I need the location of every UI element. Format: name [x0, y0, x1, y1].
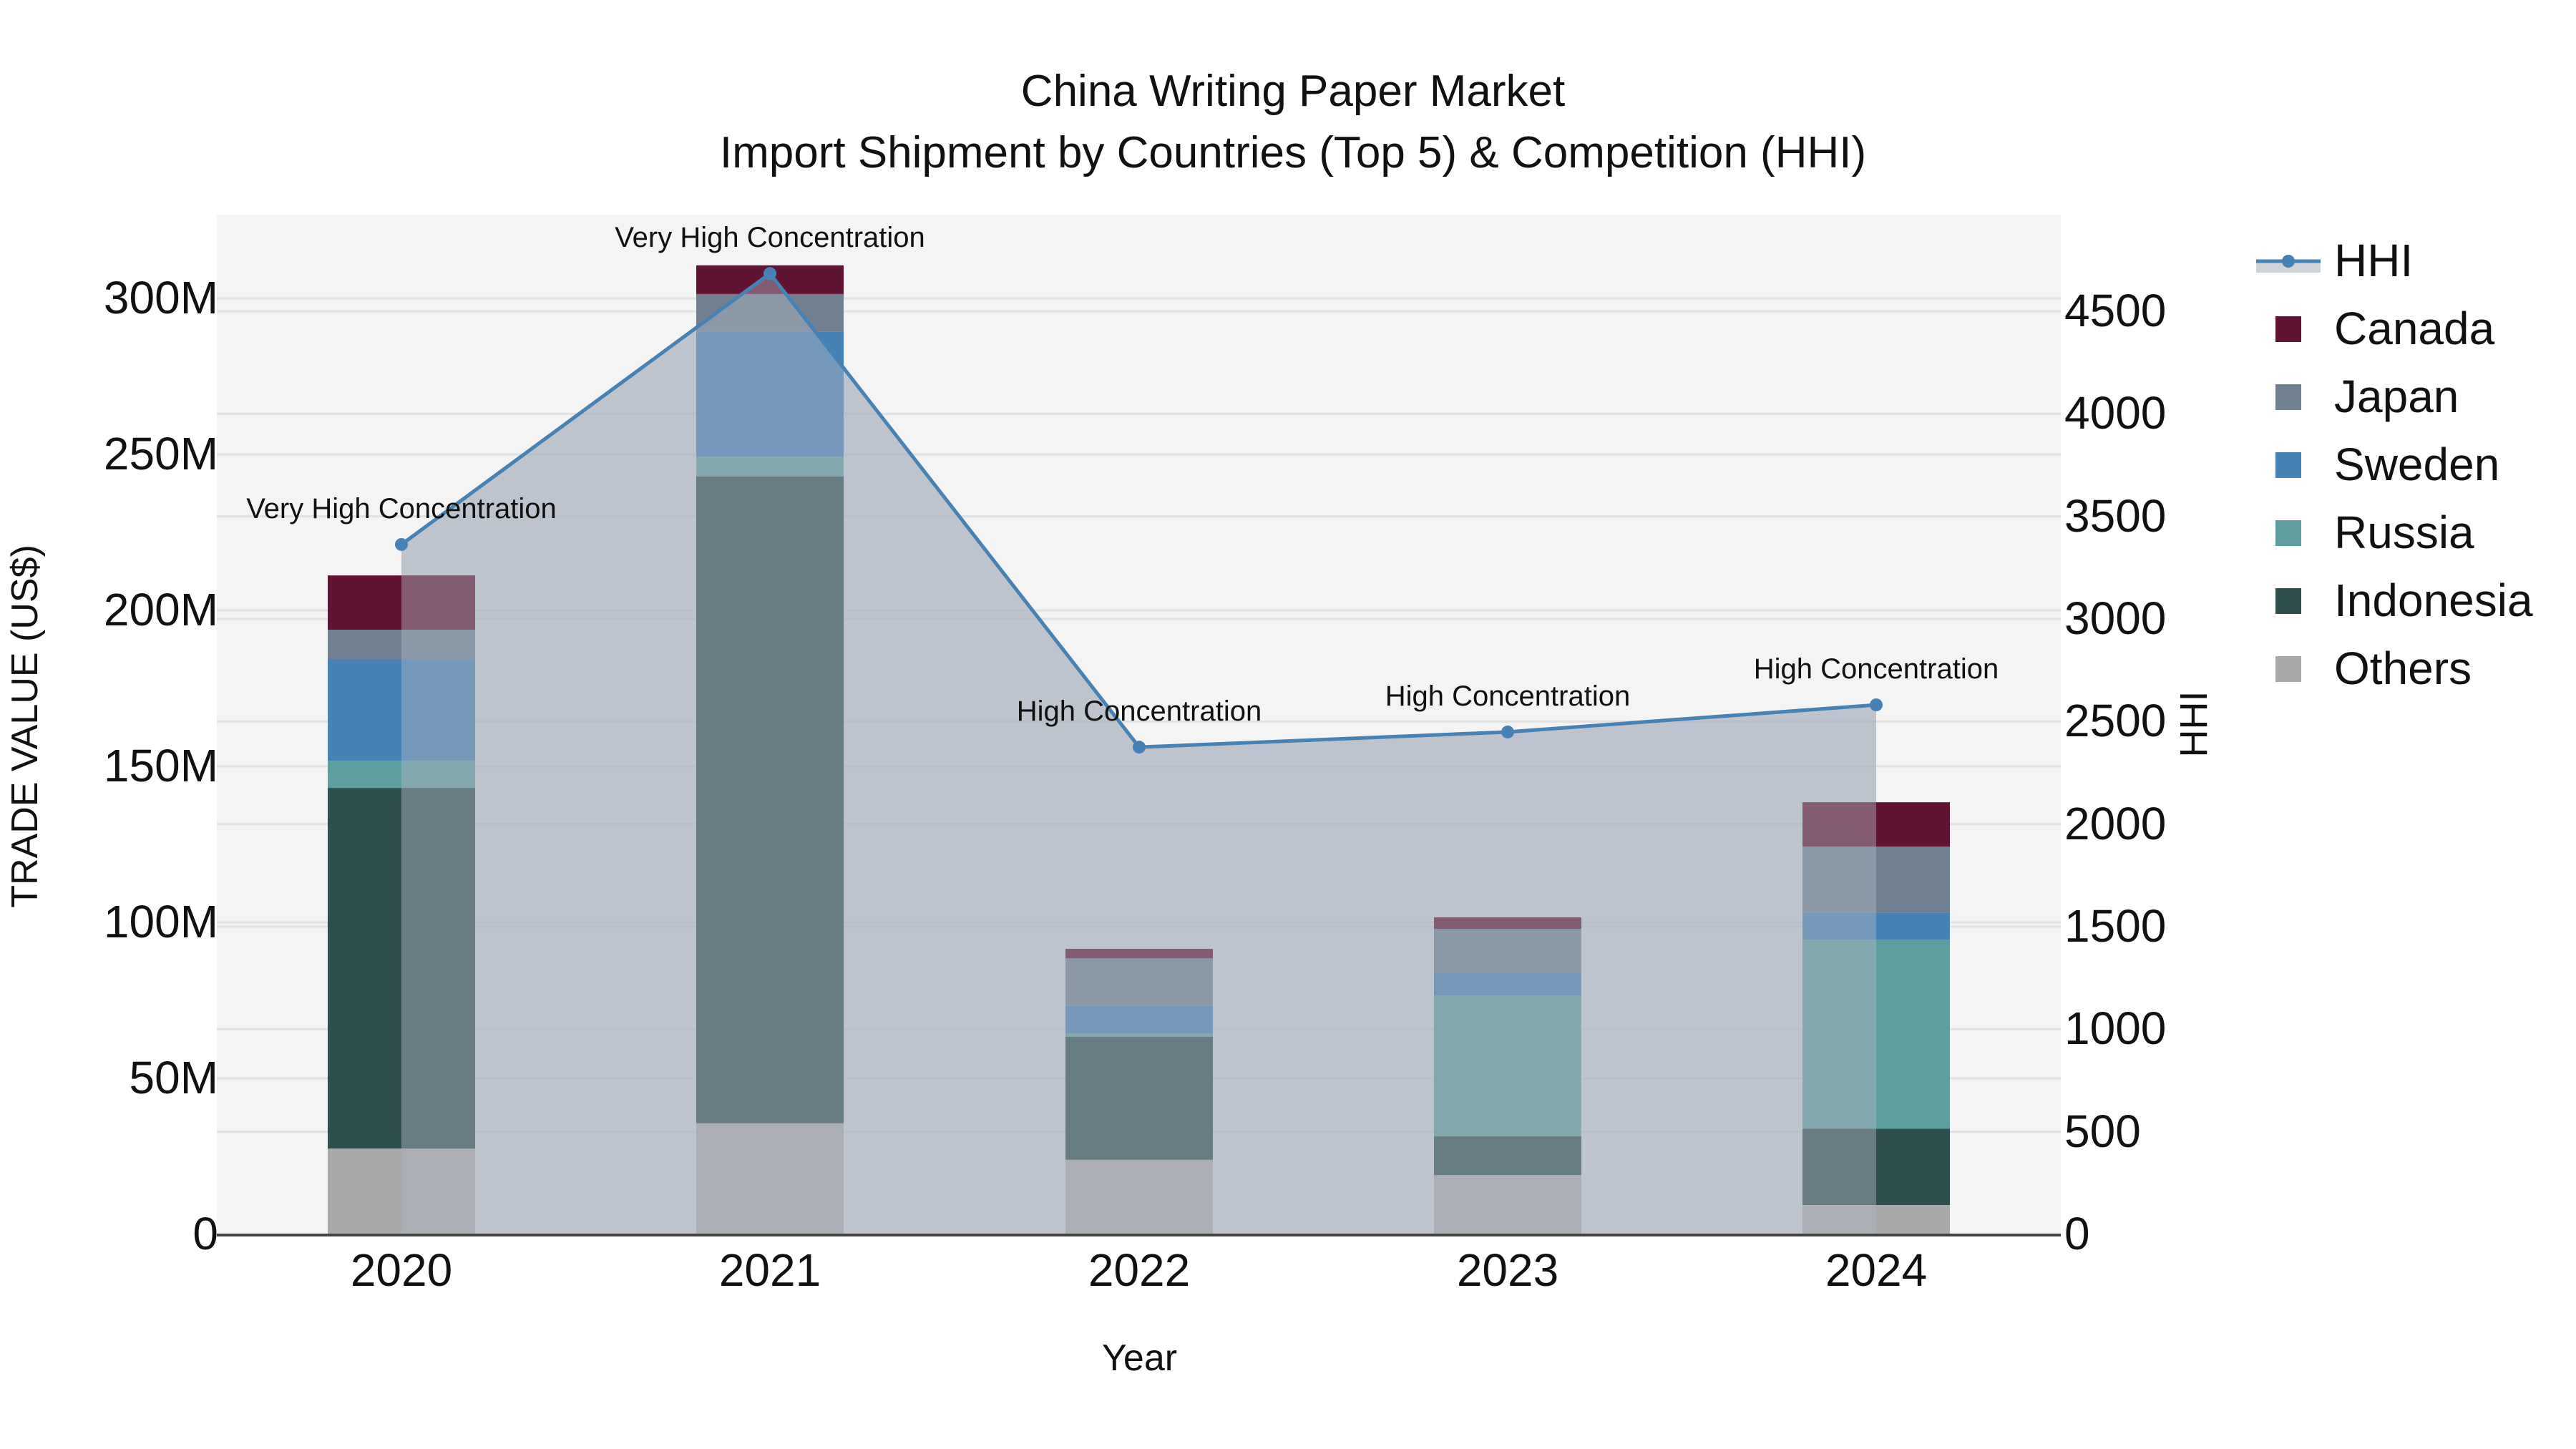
bar-segment-japan[interactable]: [696, 293, 844, 332]
chart-subtitle: Import Shipment by Countries (Top 5) & C…: [719, 128, 1867, 177]
left-axis-tick-label: 100M: [103, 896, 218, 947]
hhi-area-overlay: [401, 273, 1876, 1235]
bar-segment-japan[interactable]: [1065, 958, 1213, 1006]
hhi-annotation: Very High Concentration: [246, 492, 557, 525]
bar-segment-russia[interactable]: [328, 761, 475, 789]
hhi-annotation: High Concentration: [1385, 680, 1631, 712]
bar-segment-others[interactable]: [696, 1123, 844, 1234]
left-axis-tick-label: 50M: [129, 1052, 219, 1103]
legend-label: Japan: [2334, 371, 2459, 422]
bar-segment-sweden[interactable]: [328, 659, 475, 761]
stacked-bars: [328, 265, 1950, 1234]
legend-swatch-icon: [2275, 452, 2301, 478]
legend-line-icon: [2256, 255, 2321, 273]
hhi-marker[interactable]: [763, 267, 776, 280]
left-axis-tick-label: 200M: [103, 584, 218, 635]
x-axis-title: Year: [1102, 1337, 1178, 1379]
bar-segment-canada[interactable]: [1434, 917, 1581, 930]
x-axis-tick-label: 2021: [718, 1244, 821, 1296]
bar-segment-indonesia[interactable]: [328, 788, 475, 1149]
bar-segment-others[interactable]: [328, 1148, 475, 1234]
hhi-marker[interactable]: [395, 537, 408, 551]
right-axis-tick-label: 500: [2064, 1105, 2141, 1157]
hhi-marker[interactable]: [1501, 725, 1514, 738]
bar-segment-canada[interactable]: [1802, 802, 1950, 847]
bar-stack-2024[interactable]: [1802, 802, 1950, 1234]
right-axis-tick-label: 4500: [2064, 285, 2167, 336]
legend-swatch-icon: [2275, 316, 2301, 342]
left-axis-tick-label: 150M: [103, 740, 218, 791]
bar-stack-2022[interactable]: [1065, 949, 1213, 1234]
bar-segment-others[interactable]: [1802, 1205, 1950, 1234]
x-axis-tick-label: 2024: [1825, 1244, 1928, 1296]
right-axis-tick-label: 0: [2064, 1208, 2090, 1259]
legend-label: HHI: [2334, 235, 2414, 286]
legend-label: Sweden: [2334, 439, 2500, 490]
hhi-annotation: High Concentration: [1016, 696, 1262, 728]
bar-segment-indonesia[interactable]: [696, 476, 844, 1123]
hhi-annotation: High Concentration: [1753, 653, 1999, 686]
left-axis-tick-label: 300M: [103, 272, 218, 323]
bar-segment-russia[interactable]: [1065, 1033, 1213, 1038]
hhi-annotation: Very High Concentration: [615, 222, 925, 254]
bar-segment-canada[interactable]: [328, 575, 475, 630]
bar-stack-2023[interactable]: [1434, 917, 1581, 1234]
left-axis-tick-label: 250M: [103, 428, 218, 479]
right-axis-tick-label: 2000: [2064, 797, 2167, 849]
legend-swatch-icon: [2275, 588, 2301, 614]
bar-segment-others[interactable]: [1065, 1159, 1213, 1234]
bar-segment-japan[interactable]: [328, 630, 475, 660]
y2-axis-title: HHI: [2172, 691, 2215, 758]
hhi-marker[interactable]: [1133, 741, 1146, 754]
bar-segment-sweden[interactable]: [1434, 972, 1581, 996]
bar-segment-russia[interactable]: [1434, 995, 1581, 1137]
right-axis-tick-label: 4000: [2064, 387, 2167, 439]
hhi-marker[interactable]: [1870, 698, 1883, 712]
left-axis-tick-label: 0: [192, 1208, 218, 1259]
bar-segment-indonesia[interactable]: [1065, 1037, 1213, 1160]
legend-label: Indonesia: [2334, 575, 2533, 626]
y-axis-title: TRADE VALUE (US$): [4, 545, 46, 908]
bar-segment-sweden[interactable]: [1065, 1005, 1213, 1034]
legend-label: Russia: [2334, 507, 2474, 558]
legend-swatch-icon: [2275, 384, 2301, 410]
bar-stack-2021[interactable]: [696, 265, 844, 1234]
legend-swatch-icon: [2275, 520, 2301, 546]
bar-segment-russia[interactable]: [696, 457, 844, 477]
bar-segment-indonesia[interactable]: [1434, 1136, 1581, 1176]
bar-segment-indonesia[interactable]: [1802, 1128, 1950, 1206]
right-axis-tick-label: 3500: [2064, 489, 2167, 542]
right-axis-tick-label: 1500: [2064, 900, 2167, 952]
right-axis-tick-label: 3000: [2064, 592, 2167, 644]
bar-segment-sweden[interactable]: [696, 331, 844, 457]
x-axis-tick-label: 2022: [1088, 1244, 1191, 1296]
chart-title: China Writing Paper Market: [1020, 67, 1566, 116]
bar-segment-canada[interactable]: [1065, 949, 1213, 959]
bar-segment-others[interactable]: [1434, 1175, 1581, 1234]
bar-segment-japan[interactable]: [1802, 847, 1950, 913]
right-axis-tick-label: 1000: [2064, 1002, 2167, 1055]
legend-swatch-icon: [2275, 656, 2301, 682]
legend-label: Canada: [2334, 303, 2495, 354]
bar-stack-2020[interactable]: [328, 575, 475, 1234]
hhi-markers: [395, 267, 1883, 754]
x-axis-tick-label: 2023: [1456, 1244, 1559, 1296]
right-axis-tick-label: 2500: [2064, 695, 2167, 747]
bar-segment-japan[interactable]: [1434, 929, 1581, 973]
bar-segment-sweden[interactable]: [1802, 912, 1950, 940]
bar-segment-russia[interactable]: [1802, 939, 1950, 1129]
legend-label: Others: [2334, 643, 2472, 694]
x-axis-tick-label: 2020: [350, 1244, 453, 1296]
